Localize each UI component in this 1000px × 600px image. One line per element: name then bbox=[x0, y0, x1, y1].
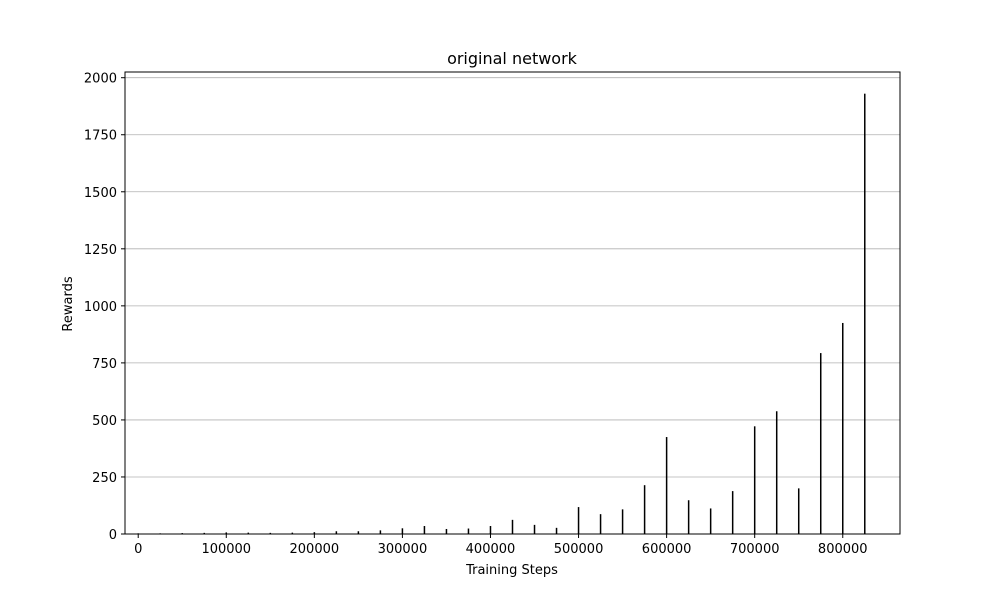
bar bbox=[269, 532, 272, 534]
bar bbox=[467, 528, 470, 534]
bar bbox=[864, 93, 866, 534]
x-tick-label: 200000 bbox=[290, 542, 340, 557]
bar bbox=[555, 527, 558, 534]
y-tick-label: 1750 bbox=[84, 129, 117, 144]
bar bbox=[709, 508, 712, 534]
y-tick-label: 0 bbox=[109, 528, 117, 543]
bar bbox=[511, 519, 514, 534]
bar bbox=[203, 532, 206, 534]
bar bbox=[731, 491, 734, 534]
bar bbox=[665, 437, 668, 534]
bar bbox=[423, 526, 426, 534]
x-tick-label: 300000 bbox=[378, 542, 428, 557]
x-tick-label: 500000 bbox=[554, 542, 604, 557]
bar bbox=[291, 532, 294, 534]
bar bbox=[621, 509, 624, 534]
chart-title: original network bbox=[447, 49, 578, 68]
x-tick-label: 800000 bbox=[818, 542, 868, 557]
y-tick-label: 1000 bbox=[84, 300, 117, 315]
bar bbox=[533, 524, 536, 534]
y-axis-ticks: 0 250 500 750 1000 1250 1500 1750 2000 bbox=[84, 72, 125, 543]
bar bbox=[687, 500, 690, 534]
y-tick-label: 750 bbox=[92, 357, 117, 372]
x-tick-label: 700000 bbox=[730, 542, 780, 557]
x-tick-label: 0 bbox=[134, 542, 142, 557]
x-tick-label: 600000 bbox=[642, 542, 692, 557]
bars bbox=[137, 93, 866, 534]
bar bbox=[313, 532, 316, 534]
x-tick-label: 100000 bbox=[201, 542, 251, 557]
bar bbox=[643, 485, 646, 534]
bar bbox=[335, 531, 338, 534]
bar bbox=[489, 526, 492, 534]
y-tick-label: 1250 bbox=[84, 243, 117, 258]
y-tick-label: 250 bbox=[92, 471, 117, 486]
grid-lines bbox=[125, 77, 900, 535]
bar bbox=[445, 528, 448, 534]
bar bbox=[819, 353, 822, 534]
x-axis-title: Training Steps bbox=[465, 563, 558, 578]
x-tick-label: 400000 bbox=[466, 542, 516, 557]
y-axis-title: Rewards bbox=[61, 276, 76, 331]
x-axis-ticks: 0 100000 200000 300000 400000 500000 600000 700… bbox=[134, 534, 868, 557]
y-tick-label: 500 bbox=[92, 414, 117, 429]
bar bbox=[753, 426, 756, 534]
bar bbox=[357, 531, 360, 534]
bar bbox=[797, 488, 800, 534]
y-tick-label: 1500 bbox=[84, 186, 117, 201]
bar bbox=[577, 507, 580, 534]
y-tick-label: 2000 bbox=[84, 72, 117, 87]
bar bbox=[401, 528, 404, 534]
bar bbox=[842, 322, 844, 534]
bar bbox=[225, 532, 228, 534]
bar bbox=[379, 530, 382, 534]
bar bbox=[247, 532, 250, 534]
bar bbox=[599, 514, 602, 534]
bar bbox=[775, 411, 778, 534]
plot-area-frame bbox=[124, 71, 901, 535]
